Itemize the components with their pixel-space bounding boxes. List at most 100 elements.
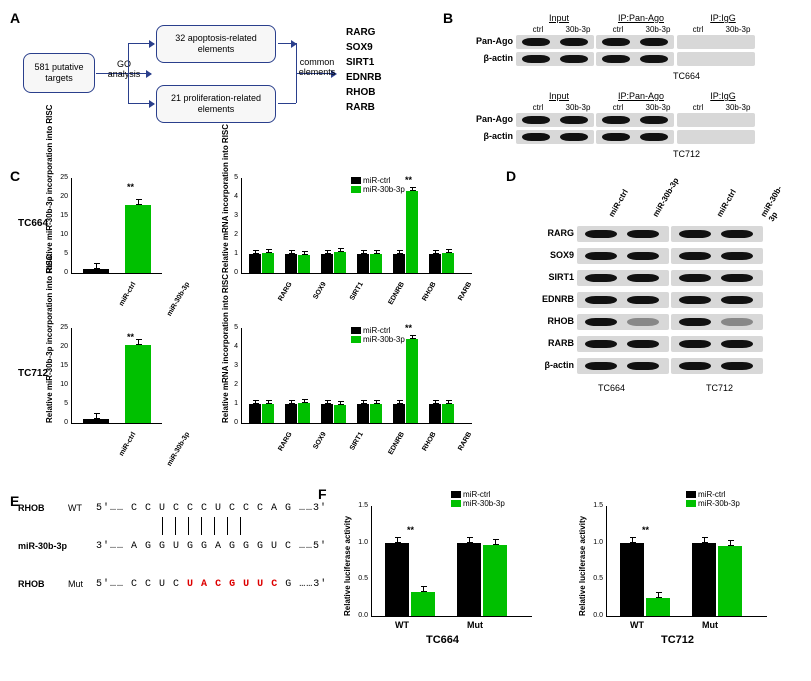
errorbar: [96, 263, 97, 269]
base-pair-line: [201, 517, 202, 535]
x-tick: WT: [630, 620, 644, 630]
errorbar: [304, 251, 305, 255]
flowchart-merge: [278, 43, 296, 44]
base-pair-line: [227, 517, 228, 535]
bar: [357, 404, 369, 423]
gene-item: RARG: [346, 25, 382, 40]
flowchart-box-proliferation: 21 proliferation-related elements: [156, 85, 276, 123]
errorbar: [255, 400, 256, 404]
errorbar: [327, 250, 328, 254]
lane-label: 30b-3p: [558, 103, 598, 112]
bar: [83, 419, 109, 423]
y-axis-label: Relative mRNA incorporation into RISC: [221, 124, 230, 273]
lane-label: 30b-3p: [558, 25, 598, 34]
errorbar: [340, 401, 341, 405]
errorbar: [435, 400, 436, 404]
bar: [83, 269, 109, 273]
errorbar: [730, 540, 731, 546]
flowchart-branch: [128, 43, 154, 44]
cell-line-label: TC664: [18, 218, 48, 229]
bar: [321, 254, 333, 273]
tick: 1.5: [584, 502, 603, 509]
bar: [262, 253, 274, 273]
protein-label: RARG: [526, 228, 574, 238]
bar: [249, 254, 261, 273]
bar: [429, 404, 441, 423]
errorbar: [423, 586, 424, 592]
bar: [442, 253, 454, 273]
bar: [298, 403, 310, 423]
bar: [334, 405, 346, 423]
errorbar: [632, 537, 633, 543]
protein-label: SOX9: [526, 250, 574, 260]
cell-line-label: TC712: [673, 149, 700, 159]
base-pair-line: [240, 517, 241, 535]
bar: [370, 404, 382, 423]
significance: **: [407, 525, 414, 535]
bar: [385, 543, 409, 616]
errorbar: [363, 400, 364, 404]
seq-name: RHOB: [18, 579, 45, 589]
panel-c: 0510152025Relative miR-30b-3p incorporat…: [16, 173, 496, 473]
tick: 5: [53, 400, 68, 407]
x-tick: WT: [395, 620, 409, 630]
bar: [646, 598, 670, 616]
cell-line-label: TC712: [661, 634, 694, 646]
errorbar: [448, 400, 449, 404]
flowchart-step-go: GO analysis: [101, 59, 147, 79]
blot-row-label: β-actin: [463, 131, 513, 141]
tick: 10: [53, 381, 68, 388]
bar: [692, 543, 716, 616]
errorbar: [96, 413, 97, 419]
base-pair-line: [162, 517, 163, 535]
errorbar: [376, 250, 377, 254]
x-tick: SIRT1: [349, 281, 365, 302]
errorbar: [412, 187, 413, 191]
bar: [249, 404, 261, 423]
cell-line-label: TC712: [706, 383, 733, 393]
x-tick: SOX9: [312, 431, 327, 451]
lane-label: 30b-3p: [718, 25, 758, 34]
y-axis-label: Relative miR-30b-3p incorporation into R…: [45, 105, 54, 273]
errorbar: [138, 339, 139, 345]
bar: [125, 345, 151, 423]
gene-list: RARG SOX9 SIRT1 EDNRB RHOB RARB: [346, 25, 382, 115]
flowchart-step-common: common elements: [292, 57, 342, 77]
bar: [457, 543, 481, 616]
tick: 25: [53, 174, 68, 181]
blot-header: IP:IgG: [682, 13, 764, 23]
flowchart-box-targets: 581 putative targets: [23, 53, 95, 93]
errorbar: [469, 537, 470, 543]
significance: **: [405, 323, 412, 333]
lane-label: ctrl: [518, 103, 558, 112]
lane-label: ctrl: [598, 103, 638, 112]
bar: [718, 546, 742, 616]
flowchart-branch: [128, 103, 154, 104]
tick: 10: [53, 231, 68, 238]
blot-row-label: Pan-Ago: [463, 36, 513, 46]
x-tick: miR-ctrl: [118, 431, 137, 457]
errorbar: [658, 592, 659, 598]
tick: 25: [53, 324, 68, 331]
errorbar: [495, 539, 496, 545]
panel-f-label: F: [318, 486, 327, 502]
tick: 20: [53, 193, 68, 200]
lane-label: ctrl: [678, 25, 718, 34]
errorbar: [704, 537, 705, 543]
errorbar: [340, 248, 341, 252]
protein-label: RARB: [526, 338, 574, 348]
bar: [298, 255, 310, 273]
blot-row-label: β-actin: [463, 53, 513, 63]
flowchart-box-apoptosis: 32 apoptosis-related elements: [156, 25, 276, 63]
x-tick: Mut: [467, 620, 483, 630]
blot-header: IP:Pan-Ago: [600, 13, 682, 23]
significance: **: [127, 332, 134, 342]
x-tick: EDNRB: [387, 281, 406, 306]
bar: [393, 404, 405, 423]
bar: [406, 339, 418, 423]
base-pair-line: [175, 517, 176, 535]
protein-label: SIRT1: [526, 272, 574, 282]
bar: [262, 404, 274, 423]
x-tick: RARB: [457, 281, 473, 302]
flowchart-split: [128, 43, 129, 103]
